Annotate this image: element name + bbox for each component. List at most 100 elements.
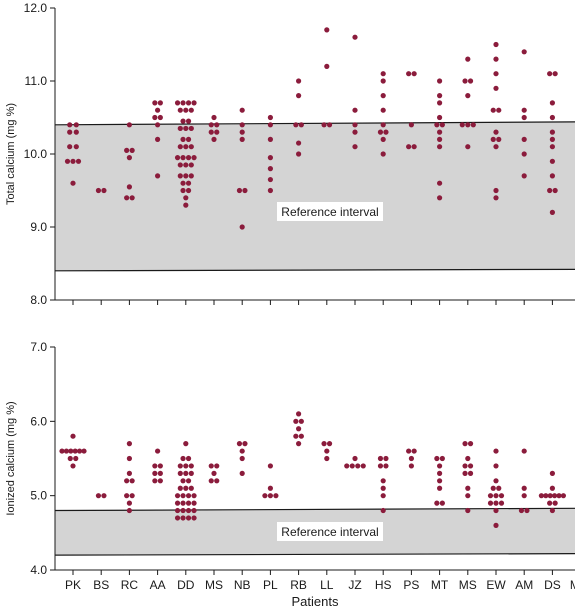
data-point <box>185 155 192 161</box>
data-point <box>180 118 186 124</box>
data-point <box>185 478 192 484</box>
data-point <box>208 129 214 135</box>
total-calcium-panel: Reference interval 8.0 9.0 10.0 11.0 12.0 Tota… <box>5 1 575 307</box>
data-point <box>126 441 132 447</box>
data-point <box>470 122 476 128</box>
data-point <box>129 195 135 201</box>
data-point <box>67 144 73 150</box>
data-point <box>63 448 69 454</box>
data-point <box>538 493 545 499</box>
data-point <box>521 114 527 121</box>
data-point <box>191 515 197 521</box>
data-point <box>490 107 496 113</box>
data-point <box>124 478 130 484</box>
data-point <box>242 441 248 447</box>
data-point <box>493 493 499 499</box>
data-point <box>493 56 499 62</box>
data-point <box>352 107 358 113</box>
y-tick-label: 4.0 <box>30 563 47 577</box>
data-point <box>191 493 197 499</box>
data-point <box>191 155 197 161</box>
x-tick-label: MW <box>570 578 575 592</box>
data-point <box>242 187 248 194</box>
y-tick-label: 10.0 <box>24 147 48 161</box>
data-point <box>349 463 355 469</box>
data-point <box>155 173 161 179</box>
data-point <box>267 114 273 121</box>
data-point <box>239 455 245 462</box>
reference-lower-line <box>54 553 575 556</box>
data-point <box>344 463 350 469</box>
data-point <box>211 136 217 142</box>
data-point <box>437 136 443 142</box>
x-tick-label: RC <box>121 578 139 592</box>
data-point <box>352 455 358 462</box>
data-point <box>180 493 186 499</box>
data-point <box>543 493 549 499</box>
data-point <box>493 85 499 91</box>
data-point <box>157 470 163 476</box>
data-point <box>437 129 443 135</box>
data-point <box>462 470 468 476</box>
data-point <box>437 180 443 186</box>
data-point <box>267 122 273 128</box>
data-point <box>549 470 556 476</box>
x-tick-label: RB <box>290 578 307 592</box>
data-point <box>493 41 499 48</box>
data-point <box>434 500 440 506</box>
data-point <box>174 500 181 506</box>
data-point <box>552 187 558 194</box>
data-point <box>177 485 183 491</box>
data-point <box>183 463 189 469</box>
data-point <box>296 93 302 99</box>
y-tick-label: 8.0 <box>30 293 47 307</box>
x-tick-label: HS <box>375 578 392 592</box>
data-point <box>552 493 558 499</box>
data-point <box>101 493 107 499</box>
data-point <box>64 158 71 164</box>
data-point <box>180 187 186 194</box>
data-point <box>459 122 465 128</box>
data-point <box>326 122 333 128</box>
reference-label-box <box>277 522 383 541</box>
ionized-calcium-panel: Reference interval 4.0 5.0 6.0 7.0 PK BS RC AA DD… <box>5 340 575 592</box>
data-point <box>549 209 556 215</box>
data-point <box>496 107 502 113</box>
data-point <box>188 144 194 150</box>
data-point <box>177 107 183 113</box>
data-point <box>437 478 443 484</box>
y-tick-label: 11.0 <box>25 74 48 88</box>
y-tick-label: 12.0 <box>24 1 48 15</box>
data-point <box>560 493 567 499</box>
data-point <box>211 470 217 476</box>
data-point <box>437 485 443 491</box>
data-point <box>73 455 79 462</box>
data-point <box>70 158 76 164</box>
data-point <box>380 107 386 113</box>
y-tick-label: 6.0 <box>30 414 47 428</box>
data-point <box>157 114 163 121</box>
data-point <box>180 515 186 521</box>
data-point <box>155 122 161 128</box>
data-point <box>549 158 556 164</box>
data-point <box>129 478 135 484</box>
data-point <box>239 122 245 128</box>
data-point <box>383 455 389 462</box>
data-point <box>70 180 76 186</box>
data-point <box>493 478 499 484</box>
data-point <box>183 202 189 208</box>
data-point <box>126 500 132 506</box>
data-point <box>547 500 553 506</box>
data-point <box>126 470 132 476</box>
data-point <box>155 448 161 454</box>
data-point <box>180 507 186 514</box>
data-point <box>490 485 496 491</box>
data-point <box>183 195 189 201</box>
data-point <box>406 71 412 77</box>
data-point <box>129 493 135 499</box>
reference-label: Reference interval <box>281 525 378 539</box>
data-point <box>487 500 494 506</box>
data-point <box>157 463 163 469</box>
data-point <box>411 71 417 77</box>
data-point <box>191 100 197 106</box>
